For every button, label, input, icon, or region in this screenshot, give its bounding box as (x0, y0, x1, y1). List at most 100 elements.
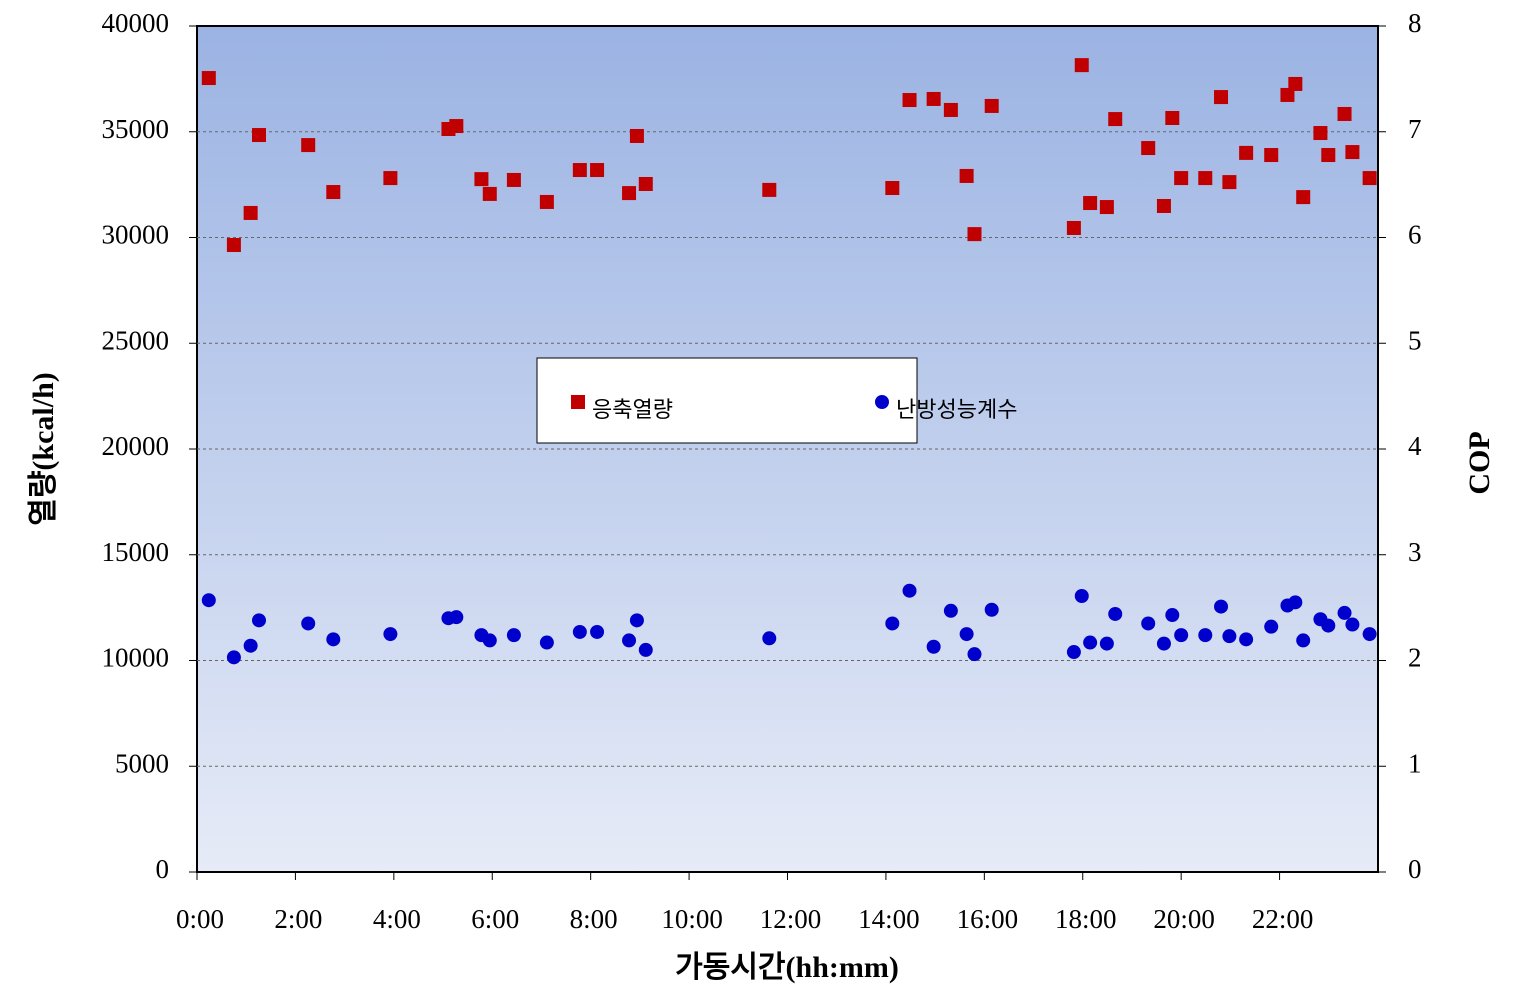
data-point (1362, 171, 1377, 186)
data-point (482, 633, 497, 648)
data-point (539, 194, 554, 209)
data-point (539, 635, 554, 650)
data-point (926, 91, 941, 106)
data-point (1099, 636, 1114, 651)
x-tick-label: 16:00 (957, 904, 1019, 934)
data-point (1264, 148, 1279, 163)
data-point (1222, 175, 1237, 190)
data-point (622, 633, 637, 648)
x-tick-label: 6:00 (471, 904, 519, 934)
y-tick-label: 0 (156, 854, 170, 884)
data-point (902, 93, 917, 108)
data-point (1141, 616, 1156, 631)
data-point (1165, 111, 1180, 126)
data-point (1288, 76, 1303, 91)
data-point (572, 624, 587, 639)
legend-marker (875, 395, 889, 409)
y2-tick-label: 4 (1408, 431, 1422, 461)
data-point (1083, 635, 1098, 650)
data-point (474, 172, 489, 187)
legend-label: 응축열량 (592, 398, 673, 423)
y2-tick-label: 8 (1408, 8, 1422, 38)
data-point (902, 583, 917, 598)
data-point (1288, 595, 1303, 610)
data-point (1296, 633, 1311, 648)
x-axis-title: 가동시간(hh:mm) (675, 951, 899, 984)
y2-tick-label: 5 (1408, 325, 1422, 355)
data-point (1264, 619, 1279, 634)
data-point (1083, 196, 1098, 211)
data-point (1214, 599, 1229, 614)
data-point (1099, 200, 1114, 215)
x-tick-label: 20:00 (1153, 904, 1215, 934)
x-tick-label: 10:00 (661, 904, 723, 934)
data-point (959, 168, 974, 183)
data-point (1198, 628, 1213, 643)
data-point (629, 128, 644, 143)
data-point (326, 632, 341, 647)
data-point (1337, 605, 1352, 620)
data-point (967, 647, 982, 662)
data-point (885, 181, 900, 196)
data-point (1074, 58, 1089, 73)
data-point (1345, 145, 1360, 160)
data-point (1239, 145, 1254, 160)
legend-marker (571, 395, 585, 409)
y2-tick-label: 2 (1408, 643, 1422, 673)
data-point (1321, 618, 1336, 633)
y2-tick-label: 0 (1408, 854, 1422, 884)
x-tick-label: 4:00 (373, 904, 421, 934)
data-point (506, 628, 521, 643)
data-point (482, 186, 497, 201)
data-point (1337, 106, 1352, 121)
data-point (326, 185, 341, 200)
data-point (926, 639, 941, 654)
data-point (1165, 608, 1180, 623)
y2-axis-title: COP (1463, 431, 1496, 494)
data-point (1156, 636, 1171, 651)
data-point (1156, 198, 1171, 213)
data-point (943, 102, 958, 117)
data-point (638, 642, 653, 657)
data-point (885, 616, 900, 631)
data-point (1313, 126, 1328, 141)
data-point (1141, 141, 1156, 156)
data-point (449, 610, 464, 625)
data-point (201, 71, 216, 86)
data-point (1174, 628, 1189, 643)
data-point (226, 238, 241, 253)
data-point (383, 171, 398, 186)
data-point (967, 227, 982, 242)
data-point (762, 182, 777, 197)
x-tick-label: 18:00 (1055, 904, 1117, 934)
data-point (590, 163, 605, 178)
data-point (243, 205, 258, 220)
y-tick-label: 40000 (102, 8, 170, 38)
y-tick-label: 25000 (102, 325, 170, 355)
data-point (301, 616, 316, 631)
data-point (1066, 645, 1081, 660)
y-tick-label: 35000 (102, 114, 170, 144)
data-point (943, 603, 958, 618)
x-tick-label: 14:00 (858, 904, 920, 934)
data-point (383, 627, 398, 642)
data-point (629, 613, 644, 628)
data-point (201, 593, 216, 608)
data-point (449, 119, 464, 134)
data-point (1108, 112, 1123, 127)
data-point (506, 172, 521, 187)
y-axis-title: 열량(kcal/h) (27, 372, 60, 526)
data-point (959, 627, 974, 642)
data-point (1296, 190, 1311, 205)
data-point (622, 186, 637, 201)
y-tick-label: 5000 (115, 748, 169, 778)
data-point (1362, 627, 1377, 642)
y-tick-label: 30000 (102, 220, 170, 250)
y2-tick-label: 6 (1408, 220, 1422, 250)
y-tick-label: 15000 (102, 537, 170, 567)
data-point (638, 176, 653, 191)
marks (201, 58, 1377, 665)
data-point (1074, 588, 1089, 603)
grid (197, 131, 1378, 767)
